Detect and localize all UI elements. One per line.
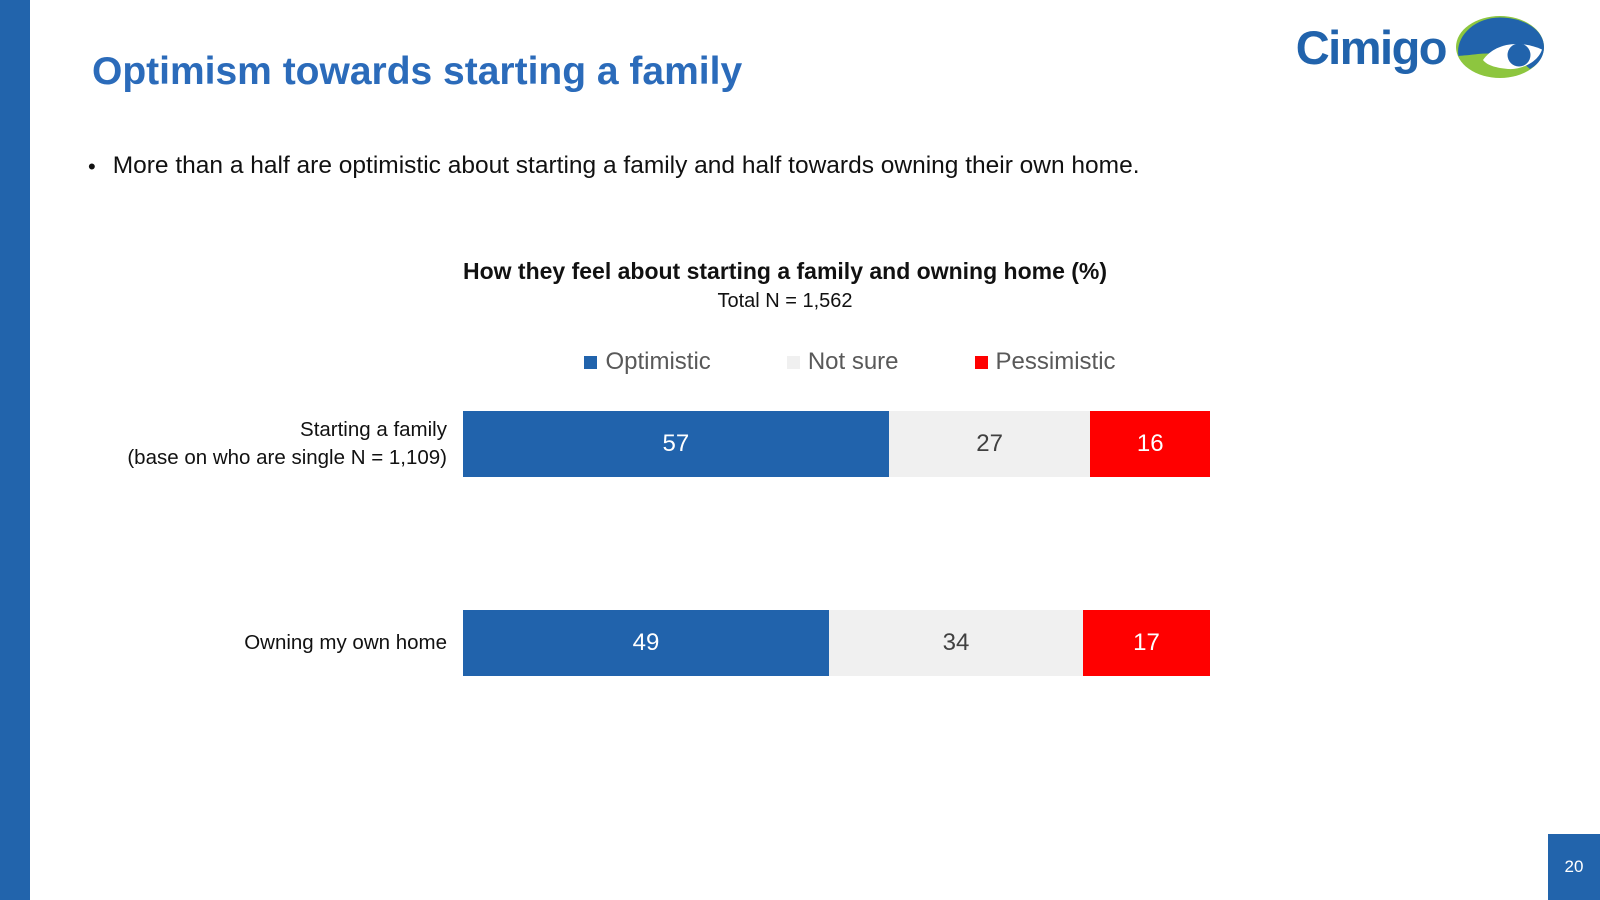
category-label-line: Starting a family bbox=[300, 418, 447, 441]
bullet-marker: • bbox=[88, 154, 96, 179]
legend-label-pessimistic: Pessimistic bbox=[995, 348, 1116, 375]
bar-segment-not-sure: 34 bbox=[829, 610, 1083, 676]
chart-legend: Optimistic Not sure Pessimistic bbox=[460, 348, 1240, 376]
category-label-owning-my-own-home: Owning my own home bbox=[30, 610, 447, 676]
bullet-text: More than a half are optimistic about st… bbox=[112, 152, 1140, 179]
cimigo-logo-text: Cimigo bbox=[1295, 20, 1448, 74]
bar-row-starting-a-family: Starting a family (base on who are single… bbox=[0, 411, 1600, 477]
category-label-line: (base on who are single N = 1,109) bbox=[127, 446, 447, 469]
legend-item-pessimistic: Pessimistic bbox=[974, 348, 1116, 376]
bar-segment-pessimistic: 17 bbox=[1082, 610, 1210, 676]
legend-swatch-not-sure bbox=[786, 355, 800, 369]
bar-row-owning-my-own-home: Owning my own home 49 34 17 bbox=[0, 610, 1600, 676]
bar-segment-pessimistic: 16 bbox=[1090, 411, 1210, 477]
legend-item-not-sure: Not sure bbox=[786, 348, 899, 376]
legend-item-optimistic: Optimistic bbox=[584, 348, 711, 376]
left-accent-strip bbox=[0, 0, 30, 900]
bullet-point: • More than a half are optimistic about … bbox=[88, 151, 1508, 182]
bar-track: 57 27 16 bbox=[463, 411, 1210, 477]
bar-segment-not-sure: 27 bbox=[888, 411, 1091, 477]
page-number-badge: 20 bbox=[1548, 834, 1600, 900]
category-label-starting-a-family: Starting a family (base on who are single… bbox=[30, 411, 447, 477]
cimigo-eye-icon bbox=[1456, 16, 1544, 78]
bar-track: 49 34 17 bbox=[463, 610, 1210, 676]
page-number: 20 bbox=[1564, 857, 1584, 876]
bar-segment-optimistic: 49 bbox=[463, 610, 830, 676]
chart-subtitle: Total N = 1,562 bbox=[717, 290, 853, 312]
bar-segment-optimistic: 57 bbox=[463, 411, 889, 477]
legend-swatch-pessimistic bbox=[974, 355, 988, 369]
cimigo-logo: Cimigo bbox=[1296, 16, 1544, 78]
slide-title: Optimism towards starting a family bbox=[92, 50, 743, 93]
category-label-line: Owning my own home bbox=[244, 631, 447, 654]
legend-swatch-optimistic bbox=[584, 355, 598, 369]
legend-label-not-sure: Not sure bbox=[807, 348, 899, 375]
chart-title: How they feel about starting a family an… bbox=[462, 258, 1108, 284]
legend-label-optimistic: Optimistic bbox=[605, 348, 711, 375]
